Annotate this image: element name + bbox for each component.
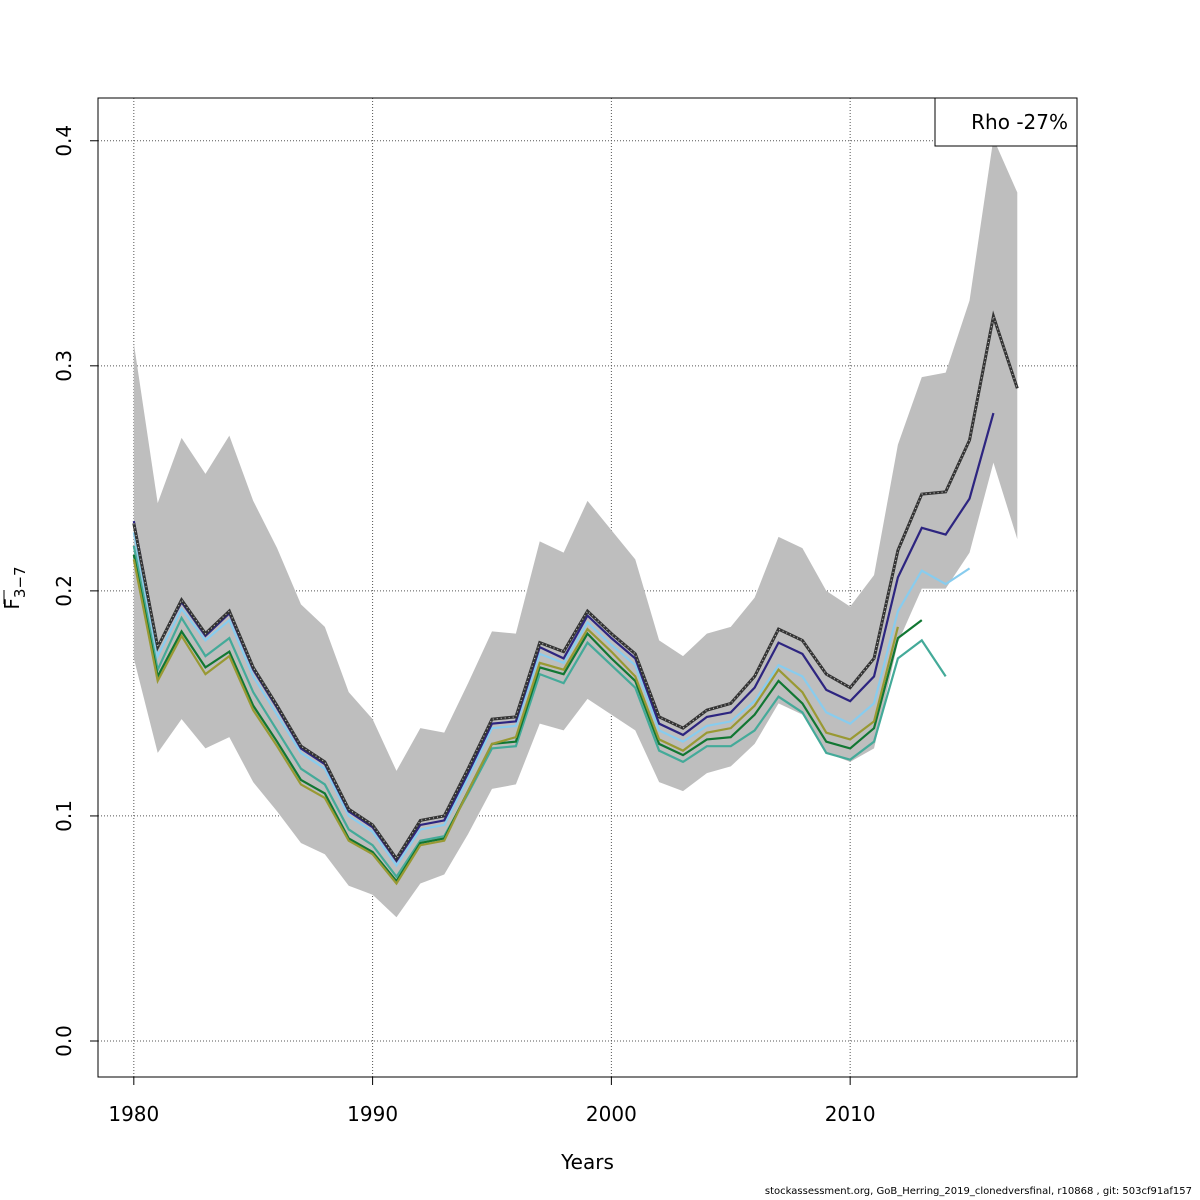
series-line (132, 554, 923, 884)
series-line-main (132, 310, 1019, 862)
y-tick-label: 0.2 (52, 575, 76, 607)
plot-frame (97, 97, 1078, 1078)
series-layer (132, 310, 1019, 886)
y-tick-label: 0.1 (52, 800, 76, 832)
y-axis-title: F3−7 (0, 566, 29, 609)
series-line (132, 532, 971, 868)
confidence-band-layer (133, 138, 1018, 918)
x-tick-label: 1980 (108, 1102, 159, 1126)
y-tick-label: 0.4 (52, 125, 76, 157)
y-axis-title-main: F (0, 598, 24, 610)
y-tick-label: 0.3 (52, 350, 76, 382)
x-tick-label: 1990 (347, 1102, 398, 1126)
x-tick-label: 2010 (825, 1102, 876, 1126)
svg-text:F3−7: F3−7 (0, 566, 29, 609)
confidence-band (133, 138, 1018, 918)
y-tick-label: 0.0 (52, 1025, 76, 1057)
x-tick-label: 2000 (586, 1102, 637, 1126)
x-axis-title: Years (560, 1150, 614, 1174)
legend-box (934, 97, 1078, 147)
legend: Rho -27% (934, 97, 1078, 147)
footer-credit: stockassessment.org, GoB_Herring_2019_cl… (764, 1186, 1192, 1197)
series-line (132, 545, 947, 879)
legend-label: Rho -27% (971, 110, 1068, 134)
series-line (132, 559, 899, 886)
axes: 1980 1990 2000 2010 0.0 0.1 0.2 0.3 0.4 (52, 125, 876, 1126)
y-axis-title-subscript: 3−7 (11, 566, 29, 598)
